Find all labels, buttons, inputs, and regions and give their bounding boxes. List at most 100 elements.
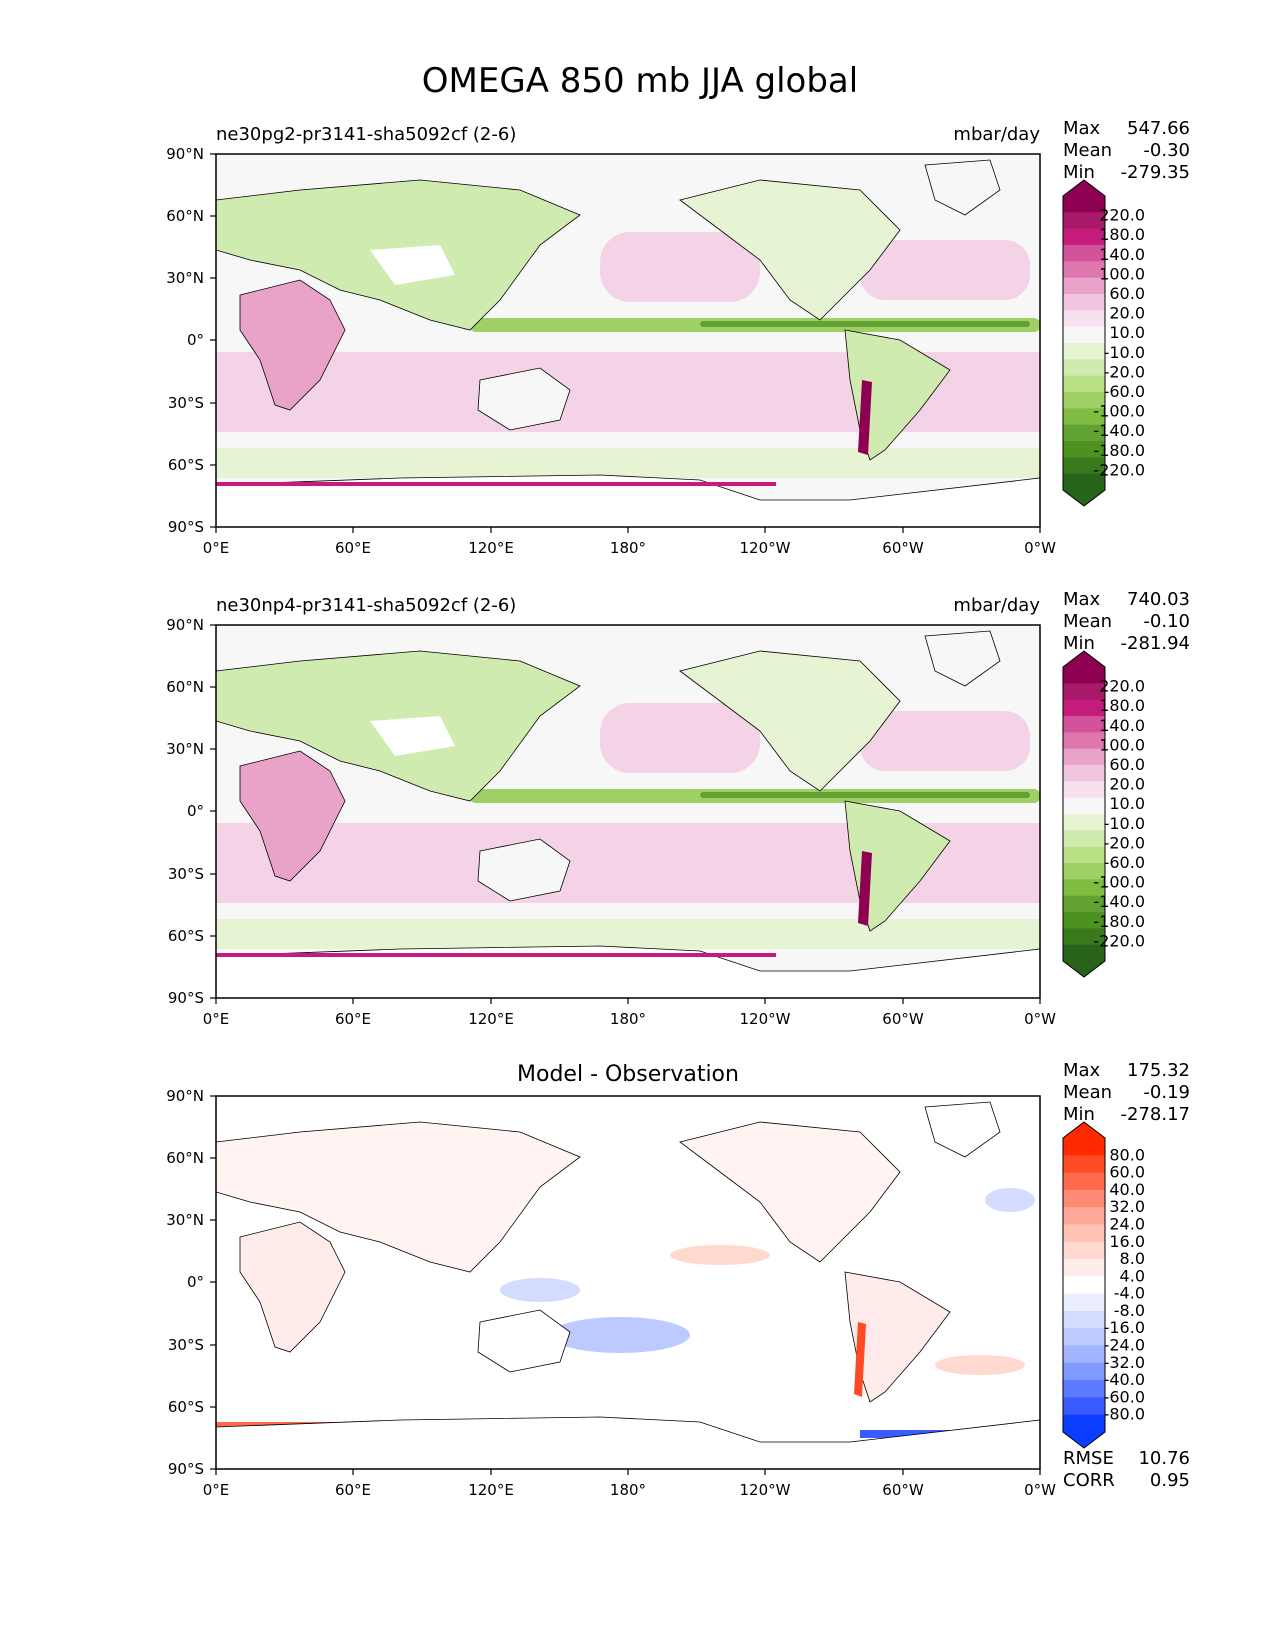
- y-tick-label: 90°S: [168, 518, 204, 536]
- colorbar-tick-label: 220.0: [1099, 206, 1145, 225]
- colorbar-swatch: [1063, 457, 1105, 475]
- subsidence-band-north-atlantic: [860, 711, 1030, 771]
- stat-mean-label: Mean: [1063, 140, 1112, 161]
- colorbar-swatch: [1063, 1397, 1105, 1416]
- colorbar: 220.0180.0140.0100.060.020.010.0-10.0-20…: [1062, 650, 1145, 978]
- y-tick-label: 30°N: [166, 1211, 204, 1229]
- colorbar-swatch: [1063, 408, 1105, 426]
- continent-greenland: [924, 630, 1001, 687]
- colorbar: 80.060.040.032.024.016.08.04.0-4.0-8.0-1…: [1062, 1121, 1145, 1449]
- colorbar-swatch: [1063, 473, 1105, 491]
- colorbar-tick-label: -140.0: [1093, 892, 1145, 911]
- panel-units: mbar/day: [953, 595, 1040, 616]
- map-area: [215, 153, 1041, 528]
- colorbar-tick-label: -20.0: [1104, 833, 1145, 852]
- stat-mean-label: Mean: [1063, 1082, 1112, 1103]
- colorbar-extend-top: [1063, 651, 1105, 667]
- colorbar-swatch: [1063, 1345, 1105, 1364]
- colorbar-tick-label: 180.0: [1099, 696, 1145, 715]
- y-tick-label: 60°S: [168, 927, 204, 945]
- colorbar-tick-label: -40.0: [1104, 1370, 1145, 1389]
- subsidence-band-north-pacific: [600, 232, 760, 302]
- y-tick-label: 60°N: [166, 1149, 204, 1167]
- southern-ocean-band: [216, 448, 1040, 478]
- continent-australia: [477, 838, 571, 902]
- continent-africa: [239, 750, 346, 882]
- colorbar-tick-label: 40.0: [1109, 1180, 1145, 1199]
- x-axis: 0°E 60°E 120°E 180° 120°W 60°W 0°W: [203, 527, 1056, 557]
- corr-value: 0.95: [1150, 1470, 1190, 1491]
- diff-blob-positive: [935, 1355, 1025, 1375]
- y-tick-label: 30°N: [166, 269, 204, 287]
- x-tick-label: 0°W: [1024, 1481, 1056, 1499]
- x-tick-label: 60°E: [335, 539, 371, 557]
- y-tick-label: 60°S: [168, 1398, 204, 1416]
- stat-mean-value: -0.30: [1143, 140, 1190, 161]
- x-axis: 0°E 60°E 120°E 180° 120°W 60°W 0°W: [203, 1469, 1056, 1499]
- stat-min-value: -278.17: [1121, 1104, 1190, 1125]
- colorbar-swatch: [1063, 944, 1105, 962]
- diff-blob-negative: [985, 1188, 1035, 1212]
- colorbar-tick-label: 100.0: [1099, 735, 1145, 754]
- colorbar-swatch: [1063, 765, 1105, 782]
- continent-south-america: [844, 329, 951, 461]
- stat-min-value: -281.94: [1121, 633, 1190, 654]
- colorbar-tick-label: 20.0: [1109, 775, 1145, 794]
- colorbar-extend-bottom: [1063, 490, 1105, 506]
- colorbar-swatch: [1063, 1138, 1105, 1156]
- colorbar-swatch: [1063, 1207, 1105, 1226]
- colorbar-swatch: [1063, 261, 1105, 279]
- colorbar-tick-label: 60.0: [1109, 755, 1145, 774]
- colorbar-tick-label: -60.0: [1104, 853, 1145, 872]
- x-axis: 0°E 60°E 120°E 180° 120°W 60°W 0°W: [203, 998, 1056, 1028]
- x-tick-label: 0°E: [203, 1010, 230, 1028]
- stat-max-value: 175.32: [1127, 1060, 1190, 1081]
- colorbar-tick-label: 8.0: [1120, 1249, 1145, 1268]
- stat-max-label: Max: [1063, 589, 1101, 610]
- continent-north-america: [679, 1121, 901, 1263]
- colorbar-outline: [1062, 650, 1106, 978]
- x-tick-label: 120°E: [468, 1010, 514, 1028]
- figure-title: OMEGA 850 mb JJA global: [422, 61, 858, 101]
- stat-min-label: Min: [1063, 1104, 1095, 1125]
- colorbar-tick-label: 4.0: [1120, 1266, 1145, 1285]
- colorbar-swatch: [1063, 699, 1105, 717]
- colorbar-tick-label: 10.0: [1109, 323, 1145, 342]
- continent-north-america: [679, 650, 901, 792]
- colorbar-tick-label: -8.0: [1114, 1301, 1145, 1320]
- colorbar-swatch: [1063, 1293, 1105, 1312]
- colorbar-outline: [1062, 1121, 1106, 1449]
- stat-mean-value: -0.10: [1143, 611, 1190, 632]
- colorbar-tick-label: -220.0: [1093, 931, 1145, 950]
- colorbar-swatch: [1063, 1172, 1105, 1191]
- colorbar-swatch: [1063, 797, 1105, 815]
- colorbar-tick-label: 140.0: [1099, 716, 1145, 735]
- continent-greenland: [924, 159, 1001, 216]
- x-tick-label: 120°W: [740, 1010, 791, 1028]
- corr-label: CORR: [1063, 1470, 1115, 1491]
- y-tick-label: 30°S: [168, 1336, 204, 1354]
- colorbar-swatch: [1063, 359, 1105, 377]
- colorbar-tick-label: -32.0: [1104, 1353, 1145, 1372]
- x-tick-label: 0°W: [1024, 1010, 1056, 1028]
- colorbar-swatch: [1063, 277, 1105, 295]
- colorbar-swatch: [1063, 814, 1105, 831]
- rmse-value: 10.76: [1138, 1448, 1190, 1469]
- continent-greenland: [924, 1101, 1001, 1158]
- tibet-plateau: [370, 245, 455, 285]
- panel-1: ne30pg2-pr3141-sha5092cf (2-6) mbar/day: [166, 118, 1190, 557]
- stat-min-label: Min: [1063, 633, 1095, 654]
- y-tick-label: 0°: [187, 1273, 204, 1291]
- colorbar-tick-label: -100.0: [1093, 873, 1145, 892]
- colorbar-swatch: [1063, 212, 1105, 230]
- colorbar-tick-label: 20.0: [1109, 304, 1145, 323]
- continent-australia: [477, 1309, 571, 1373]
- y-axis: 90°N 60°N 30°N 0° 30°S 60°S 90°S: [166, 616, 216, 1007]
- continent-africa: [239, 1221, 346, 1353]
- colorbar-tick-label: -80.0: [1104, 1405, 1145, 1424]
- colorbar-tick-label: -10.0: [1104, 814, 1145, 833]
- antarctic-edge-highlight: [216, 482, 776, 486]
- stat-max-label: Max: [1063, 1060, 1101, 1081]
- colorbar-extend-top: [1063, 1122, 1105, 1138]
- colorbar-tick-label: 10.0: [1109, 794, 1145, 813]
